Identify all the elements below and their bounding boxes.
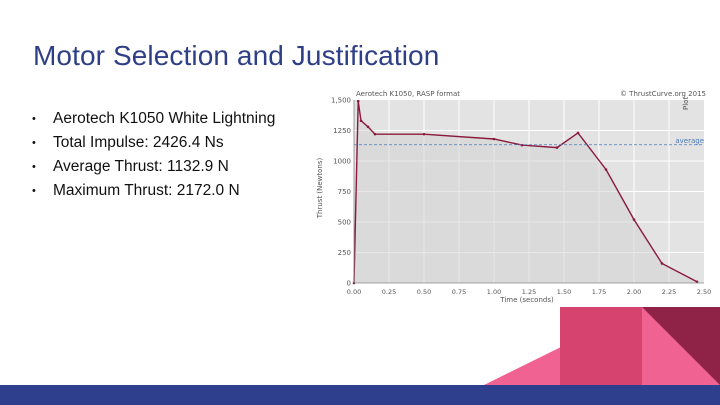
thrust-point — [356, 99, 360, 103]
y-tick-label: 1250 — [333, 127, 351, 135]
x-tick-label: 0.25 — [382, 288, 396, 296]
thrust-point — [555, 146, 559, 149]
x-tick-label: 0.50 — [417, 288, 431, 296]
y-axis-label: Thrust (Newtons) — [316, 157, 324, 219]
x-tick-label: 1.75 — [592, 288, 606, 296]
magenta-block — [560, 307, 642, 385]
bullet-dot: • — [32, 113, 36, 125]
thrust-point — [359, 119, 363, 123]
thrust-point — [604, 168, 608, 171]
bullet-text: Maximum Thrust: 2172.0 N — [53, 182, 240, 199]
thrust-point — [695, 280, 699, 284]
average-label: average — [675, 137, 704, 145]
y-tick-label: 750 — [338, 188, 351, 196]
bullet-dot: • — [32, 185, 36, 197]
thrust-chart-svg: Aerotech K1050, RASP format © ThrustCurv… — [316, 90, 711, 304]
x-axis-label: Time (seconds) — [499, 296, 554, 304]
x-tick-label: 0.75 — [452, 288, 466, 296]
slide-title: Motor Selection and Justification — [33, 40, 440, 71]
y-tick-label: 250 — [338, 249, 351, 257]
bullet-item: • Total Impulse: 2426.4 Ns — [32, 131, 275, 155]
thrust-curve-chart: Aerotech K1050, RASP format © ThrustCurv… — [312, 88, 714, 310]
x-tick-label: 1.50 — [557, 288, 571, 296]
chart-header-right: © ThrustCurve.org 2015 — [620, 90, 706, 98]
thrust-point — [632, 218, 636, 221]
x-tick-label: 1.25 — [522, 288, 536, 296]
bullet-dot: • — [32, 137, 36, 149]
y-tick-label: 500 — [338, 219, 351, 227]
thrust-point — [366, 125, 370, 129]
thrust-point — [492, 137, 496, 141]
bullet-dot: • — [32, 161, 36, 173]
plot-side-label: Plot — [682, 97, 690, 110]
x-tick-label: 2.25 — [662, 288, 676, 296]
chart-header-left: Aerotech K1050, RASP format — [356, 90, 460, 98]
x-tick-label: 1.00 — [487, 288, 501, 296]
y-tick-label: 1,500 — [331, 97, 351, 105]
x-tick-label: 2.00 — [627, 288, 641, 296]
x-tick-label: 0.00 — [347, 288, 361, 296]
pink-triangle — [642, 307, 720, 385]
y-tick-label: 0 — [347, 280, 351, 288]
bullet-text: Average Thrust: 1132.9 N — [53, 158, 229, 175]
thrust-area — [354, 101, 697, 283]
bullet-item: • Aerotech K1050 White Lightning — [32, 107, 275, 131]
thrust-point — [576, 131, 580, 135]
bullet-text: Aerotech K1050 White Lightning — [53, 110, 276, 127]
y-tick-label: 1000 — [333, 158, 351, 166]
thrust-point — [373, 132, 377, 136]
thrust-point — [422, 132, 426, 136]
bullet-item: • Maximum Thrust: 2172.0 N — [32, 179, 275, 203]
thrust-point — [660, 262, 664, 265]
bottom-bar — [0, 385, 720, 405]
thrust-curve-line — [353, 101, 698, 284]
bullet-text: Total Impulse: 2426.4 Ns — [53, 134, 224, 151]
bullet-item: • Average Thrust: 1132.9 N — [32, 155, 275, 179]
bullet-list: • Aerotech K1050 White Lightning • Total I… — [32, 107, 275, 203]
x-tick-label: 2.50 — [697, 288, 711, 296]
